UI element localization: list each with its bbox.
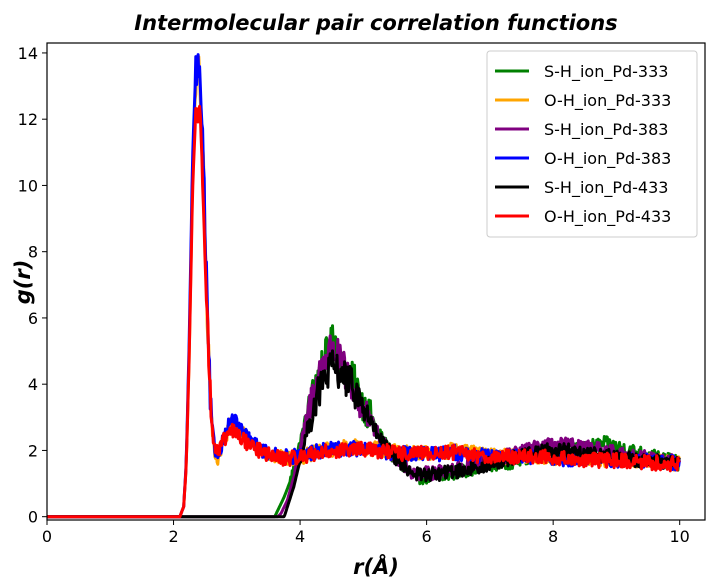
series-line-O-H_ion_Pd-433: [46, 104, 681, 519]
x-tick-label: 0: [42, 527, 52, 546]
legend: S-H_ion_Pd-333 O-H_ion_Pd-333 S-H_ion_Pd-3…: [486, 50, 698, 238]
x-axis-label: r(Å): [353, 554, 399, 579]
legend-entry-label: S-H_ion_Pd-383: [544, 120, 668, 140]
y-tick-label: 10: [18, 176, 38, 195]
x-tick-label: 6: [422, 527, 432, 546]
y-tick-label: 6: [28, 309, 38, 328]
legend-entry-label: O-H_ion_Pd-433: [544, 207, 671, 227]
series-line-S-H_ion_Pd-333: [46, 324, 681, 519]
legend-entry-label: S-H_ion_Pd-433: [544, 178, 668, 198]
y-tick-label: 4: [28, 375, 38, 394]
plot-frame: [46, 42, 706, 521]
y-tick-label: 8: [28, 243, 38, 262]
y-tick-label: 0: [28, 508, 38, 527]
series-layer: [46, 53, 681, 519]
y-axis-label: g(r): [11, 260, 35, 305]
x-tick-label: 2: [168, 527, 178, 546]
legend-entry-label: O-H_ion_Pd-383: [544, 149, 671, 169]
ticks-layer: 0 2 4 6 8 10 0 2 4 6 8 10 12 14: [18, 44, 690, 546]
x-tick-label: 8: [548, 527, 558, 546]
x-tick-label: 10: [670, 527, 690, 546]
legend-entry-label: S-H_ion_Pd-333: [544, 62, 668, 82]
chart-title: Intermolecular pair correlation function…: [134, 11, 617, 35]
legend-box: [486, 50, 698, 238]
y-tick-label: 2: [28, 441, 38, 460]
y-tick-label: 12: [18, 110, 38, 129]
series-line-S-H_ion_Pd-383: [46, 334, 681, 519]
y-tick-label: 14: [18, 44, 38, 63]
legend-entry-label: O-H_ion_Pd-333: [544, 91, 671, 111]
x-tick-label: 4: [295, 527, 305, 546]
series-line-S-H_ion_Pd-433: [46, 349, 681, 519]
